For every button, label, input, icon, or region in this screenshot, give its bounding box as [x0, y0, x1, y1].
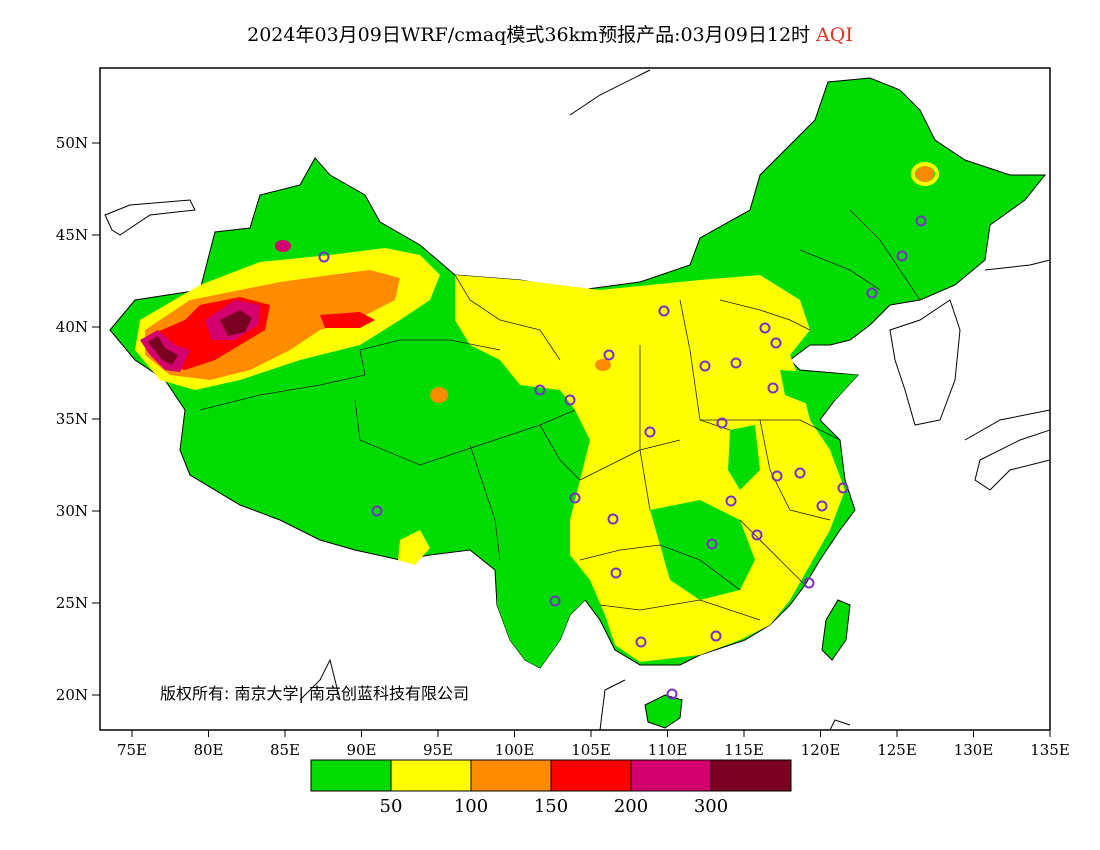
station-marker: [803, 577, 815, 589]
lon-tick-label: 90E: [346, 741, 376, 759]
station-marker: [767, 382, 779, 394]
longitude-axis: 75E 80E 85E 90E 95E 100E 105E 110E 115E 120E 125E 1…: [117, 730, 1070, 759]
hainan-island: [644, 694, 683, 729]
legend-swatch: [550, 759, 632, 792]
station-marker: [603, 349, 615, 361]
aqi-zone-orange-spot-2: [430, 387, 448, 403]
legend-label: 100: [454, 796, 488, 817]
station-marker: [837, 482, 849, 494]
station-marker: [610, 567, 622, 579]
aqi-zone-xinjiang-darkred-west: [148, 336, 178, 365]
aqi-zone-xinjiang-darkred: [220, 310, 252, 336]
lat-tick-label: 25N: [56, 594, 88, 612]
station-marker: [699, 360, 711, 372]
station-marker: [725, 495, 737, 507]
station-marker: [635, 636, 647, 648]
lon-tick-label: 130E: [954, 741, 994, 759]
station-markers: [318, 215, 927, 700]
lon-tick-label: 80E: [193, 741, 223, 759]
station-marker: [658, 305, 670, 317]
lon-tick-label: 100E: [495, 741, 535, 759]
aqi-zone-xinjiang-red-east: [320, 312, 375, 328]
aqi-zone-orange-spot-4: [595, 359, 611, 371]
aqi-zone-orange-spot-1: [275, 240, 291, 252]
aqi-zone-north-yellow: [600, 290, 660, 325]
title-main: 2024年03月09日WRF/cmaq模式36km预报产品:03月09日12时: [247, 24, 811, 46]
lon-tick-label: 135E: [1030, 741, 1070, 759]
neighbor-coastlines: [104, 69, 1050, 730]
taiwan-island: [821, 599, 851, 661]
station-marker: [644, 426, 656, 438]
legend-label: 50: [380, 796, 403, 817]
lon-tick-label: 75E: [117, 741, 147, 759]
lat-tick-label: 40N: [56, 318, 88, 336]
aqi-zone-sichuan-yellow: [398, 530, 430, 565]
aqi-zone-central-green: [650, 500, 755, 600]
legend-label: 300: [694, 796, 728, 817]
copyright-text: 版权所有: 南京大学| 南京创蓝科技有限公司: [160, 684, 469, 703]
lon-tick-label: 105E: [571, 741, 611, 759]
aqi-zone-orange-spot-3: [916, 166, 934, 182]
lon-tick-label: 85E: [270, 741, 300, 759]
station-marker: [666, 688, 678, 700]
aqi-zone-southwest-green: [497, 545, 600, 668]
station-marker: [564, 394, 576, 406]
station-marker: [794, 467, 806, 479]
lat-tick-label: 45N: [56, 226, 88, 244]
lon-tick-label: 110E: [648, 741, 688, 759]
station-marker: [710, 630, 722, 642]
station-marker: [759, 322, 771, 334]
station-marker: [318, 251, 330, 263]
aqi-zone-hubei-green: [728, 425, 760, 490]
station-marker: [607, 513, 619, 525]
legend-swatch: [390, 759, 472, 792]
lon-tick-label: 120E: [801, 741, 841, 759]
station-marker: [716, 417, 728, 429]
lat-tick-label: 20N: [56, 686, 88, 704]
station-marker: [866, 287, 878, 299]
aqi-zone-shandong-green: [780, 370, 858, 405]
station-marker: [751, 529, 763, 541]
legend-label: 150: [534, 796, 568, 817]
legend-swatch: [310, 759, 392, 792]
legend-swatch: [710, 759, 792, 792]
title-variable: AQI: [816, 24, 853, 46]
station-marker: [534, 384, 546, 396]
station-marker: [896, 250, 908, 262]
station-marker: [770, 337, 782, 349]
map-title: 2024年03月09日WRF/cmaq模式36km预报产品:03月09日12时 A…: [0, 20, 1100, 47]
lon-tick-label: 115E: [724, 741, 764, 759]
lon-tick-label: 95E: [423, 741, 453, 759]
station-marker: [915, 215, 927, 227]
legend-label: 200: [614, 796, 648, 817]
lat-tick-label: 35N: [56, 410, 88, 428]
station-marker: [706, 538, 718, 550]
aqi-zone-yellow-spot-ne: [911, 162, 939, 186]
station-marker: [371, 505, 383, 517]
station-marker: [730, 357, 742, 369]
station-marker: [771, 470, 783, 482]
legend-swatch: [630, 759, 712, 792]
lat-tick-label: 50N: [56, 134, 88, 152]
lon-tick-label: 125E: [877, 741, 917, 759]
station-marker: [569, 492, 581, 504]
color-legend: 50 100 150 200 300: [310, 759, 792, 817]
station-marker: [549, 595, 561, 607]
station-marker: [816, 500, 828, 512]
map-canvas: [104, 69, 1050, 730]
map-frame: [99, 67, 1051, 731]
province-boundaries: [199, 209, 921, 621]
lat-tick-label: 30N: [56, 502, 88, 520]
legend-swatch: [470, 759, 552, 792]
latitude-axis: 50N 45N 40N 35N 30N 25N 20N: [56, 134, 100, 704]
